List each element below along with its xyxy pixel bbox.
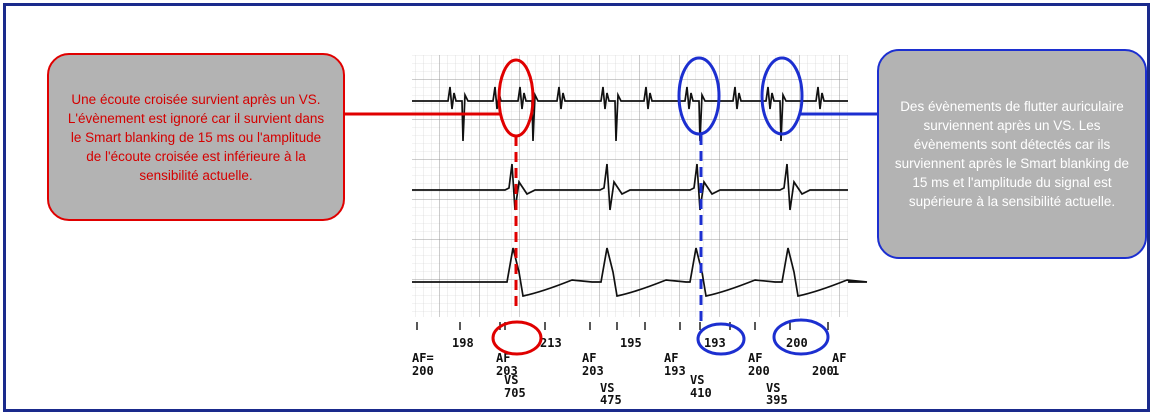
marker-vs-label: VS	[766, 381, 780, 395]
marker-value-top: 198	[452, 336, 474, 350]
ecg-trace-surface	[412, 247, 868, 298]
marker-value-top: 213	[540, 336, 562, 350]
marker-vs-label: VS	[504, 373, 518, 387]
marker-af-value: 203	[496, 364, 518, 378]
marker-af-label: AF	[664, 351, 678, 365]
marker-value-top: 195	[620, 336, 642, 350]
ecg-trace-ventricular	[412, 163, 848, 211]
marker-af-value: 193	[664, 364, 686, 378]
marker-af-label: AF	[832, 351, 846, 365]
marker-af-value: 1	[832, 364, 839, 378]
marker-vs-label: VS	[600, 381, 614, 395]
crosstalk-callout: Une écoute croisée survient après un VS.…	[47, 53, 345, 221]
marker-value-top: 200	[786, 336, 808, 350]
marker-af-value: 200	[748, 364, 770, 378]
marker-af-value: 200	[412, 364, 434, 378]
marker-af-label: AF	[496, 351, 510, 365]
marker-vs-value: 410	[690, 386, 712, 400]
marker-vs-value: 705	[504, 386, 526, 400]
marker-vs-value: 475	[600, 393, 622, 407]
marker-vs-label: VS	[690, 373, 704, 387]
marker-af-label: AF	[582, 351, 596, 365]
marker-af-value: 200	[812, 364, 834, 378]
marker-vs-value: 395	[766, 393, 788, 407]
marker-af-label: AF	[748, 351, 762, 365]
flutter-callout-text: Des évènements de flutter auriculaire su…	[894, 99, 1130, 209]
marker-af-edge-label: AF=	[412, 351, 434, 365]
flutter-callout: Des évènements de flutter auriculaire su…	[877, 49, 1147, 259]
crosstalk-callout-text: Une écoute croisée survient après un VS.…	[67, 91, 325, 183]
marker-value-top: 193	[704, 336, 726, 350]
marker-af-value: 203	[582, 364, 604, 378]
